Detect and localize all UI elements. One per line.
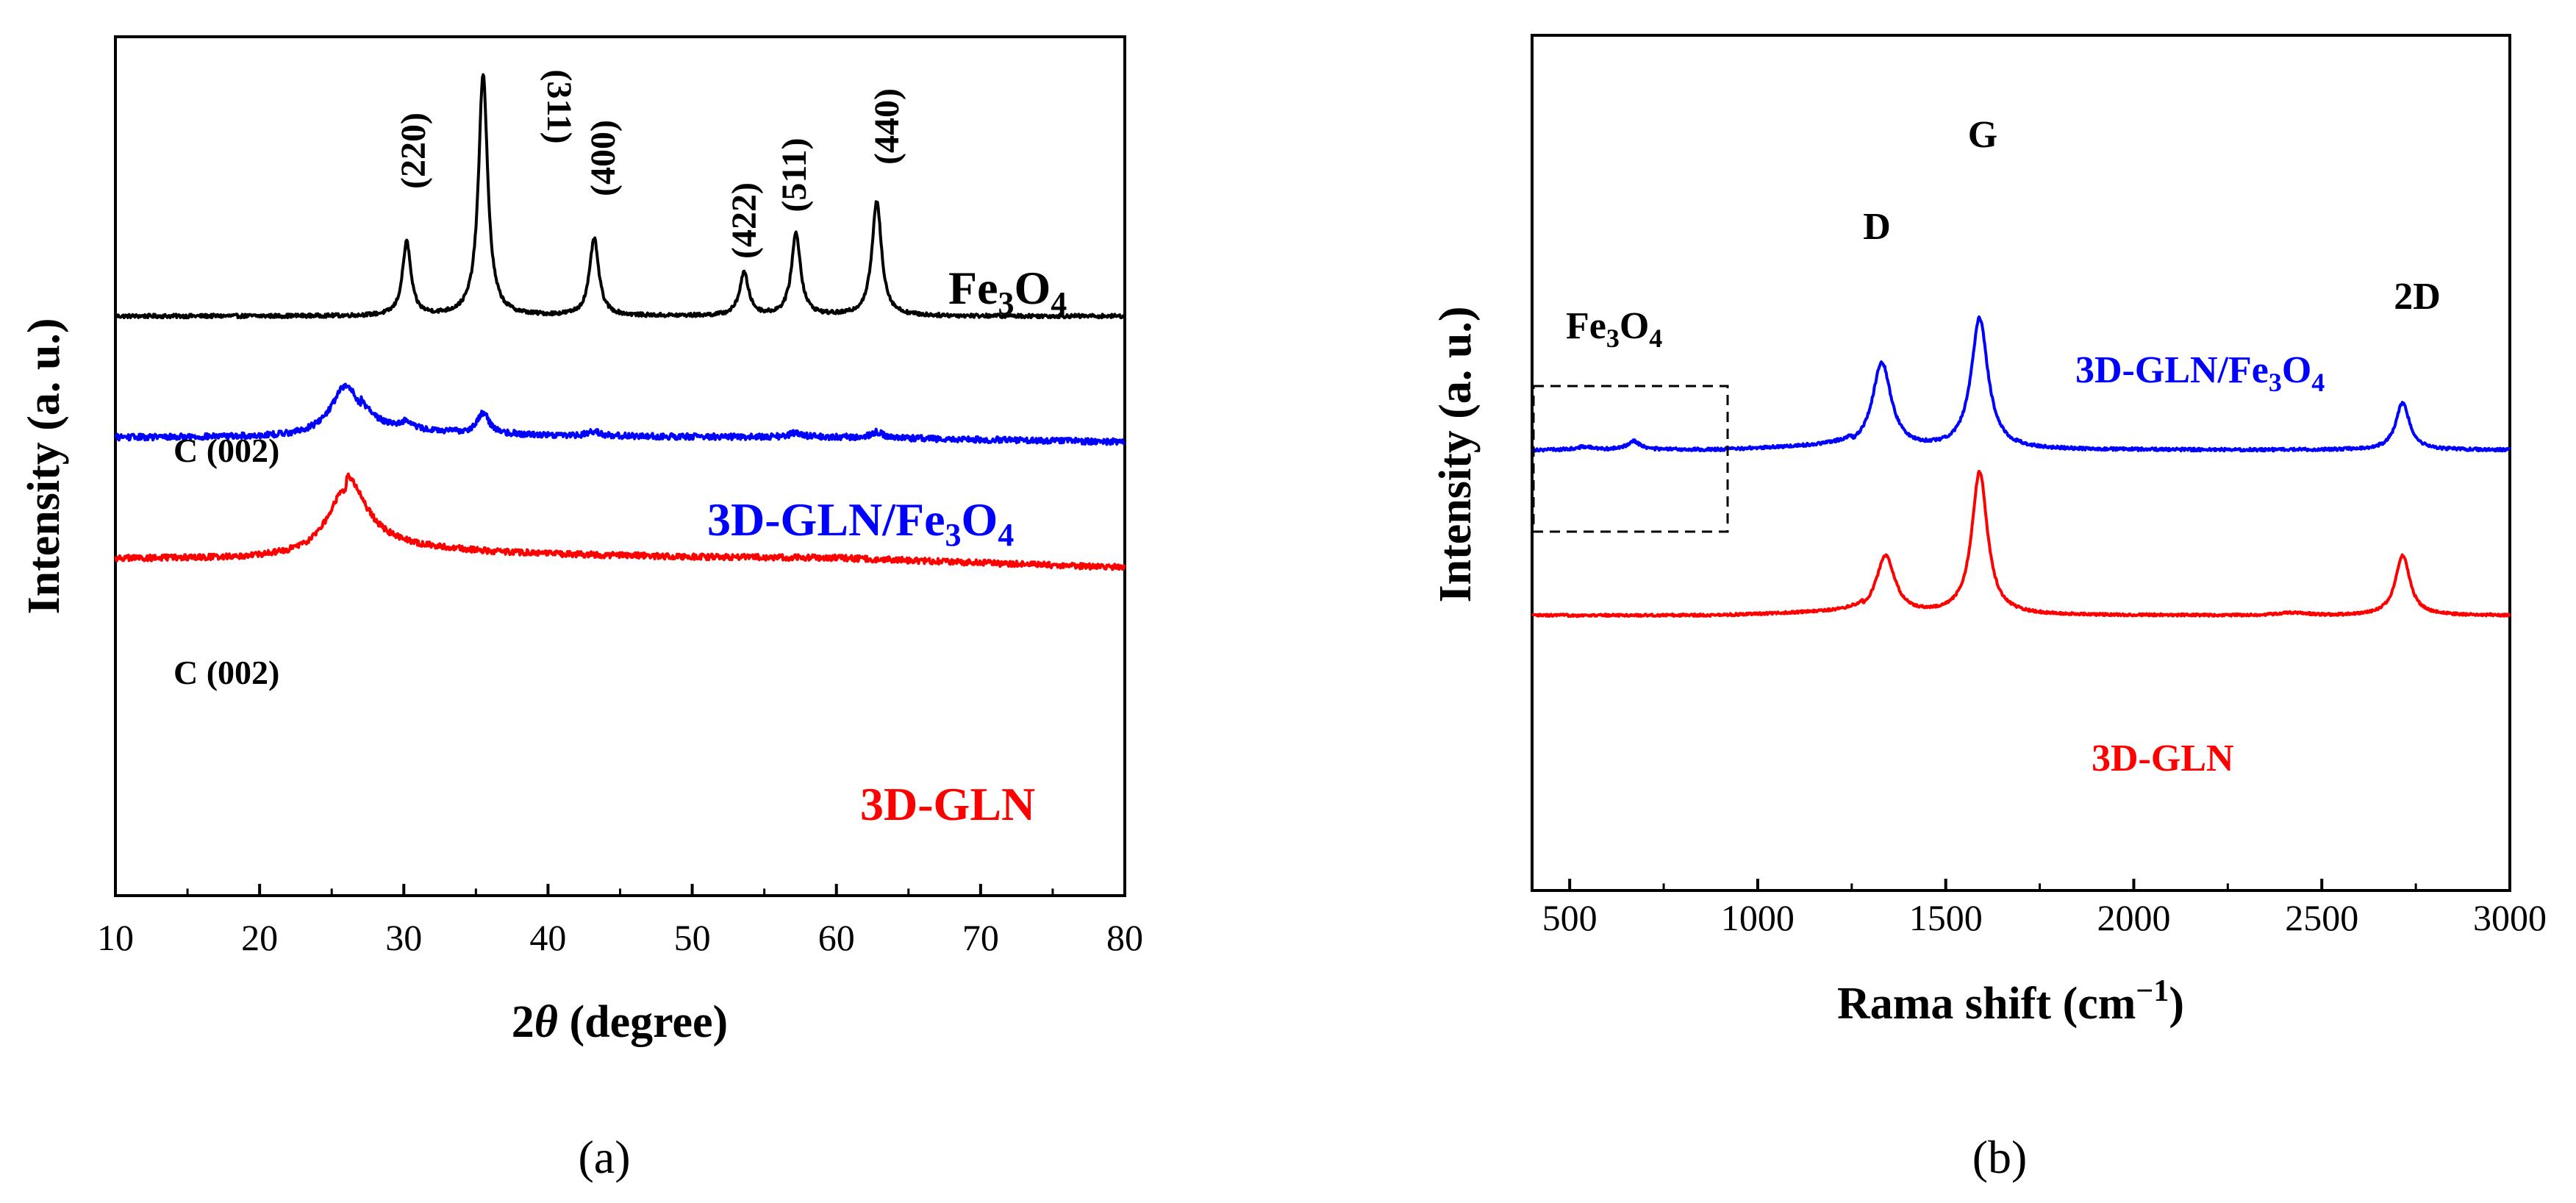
panel-a-miller-440: (440)	[867, 88, 906, 165]
panel-b-band-g: G	[1968, 114, 1997, 156]
x-tick-label: 3000	[2473, 897, 2547, 938]
x-tick-label: 40	[529, 917, 566, 958]
panel-b-ylabel: Intensity (a. u.)	[1431, 306, 1481, 602]
panel-b-band-2d: 2D	[2394, 276, 2441, 318]
x-tick-label: 20	[241, 917, 278, 958]
panel-b-tick-group: 500 1000 1500 2000 2500 3000	[1542, 879, 2547, 938]
panel-b-inset-box	[1532, 385, 1729, 533]
panel-b-band-d: D	[1863, 206, 1891, 248]
panel-b-label-3dgln-fe3o4: 3D-GLN/Fe3O4	[2075, 349, 2325, 397]
panel-a-tick-group: 10 20 30 40 50 60 70 80	[97, 884, 1143, 958]
panel-a-miller-422: (422)	[725, 182, 764, 259]
x-tick-label: 70	[962, 917, 999, 958]
series-line-3d-gln-fe3o4	[1531, 315, 2511, 453]
panel-a-label-3dgln: 3D-GLN	[860, 778, 1035, 830]
panel-a-xlabel-prefix: 2	[512, 997, 534, 1047]
panel-a-ylabel: Intensity (a. u.)	[19, 318, 69, 614]
panel-b-xlabel: Rama shift (cm−1)	[1837, 974, 2184, 1029]
x-tick-label: 50	[674, 917, 711, 958]
panel-a-label-fe3o4: Fe3O4	[948, 262, 1067, 321]
x-tick-label: 60	[818, 917, 855, 958]
panel-b-inset-label: Fe3O4	[1566, 305, 1662, 353]
panel-a-caption: (a)	[578, 1131, 630, 1183]
panel-a-xlabel: 2θ (degree)	[512, 997, 728, 1047]
panel-a-series-group	[114, 73, 1126, 571]
panel-a-xlabel-theta: θ	[534, 997, 558, 1047]
panel-a-annotation-c002-red: C (002)	[173, 654, 279, 691]
x-tick-label: 1000	[1721, 897, 1795, 938]
x-tick-label: 10	[97, 917, 134, 958]
x-tick-label: 1500	[1909, 897, 1983, 938]
panel-b-frame	[1531, 34, 2511, 892]
x-tick-label: 80	[1106, 917, 1143, 958]
x-tick-label: 2500	[2285, 897, 2358, 938]
x-tick-label: 2000	[2097, 897, 2170, 938]
series-line-3d-gln	[1531, 469, 2511, 618]
panel-a-miller-311: (311)	[540, 69, 579, 143]
panel-a: 10 20 30 40 50 60 70 80 Intensity (a. u.) 2θ (d…	[19, 35, 1143, 1183]
series-line-3d-gln	[114, 472, 1126, 571]
panel-b: 500 1000 1500 2000 2500 3000 Intensity (a. u.…	[1431, 34, 2547, 1183]
x-tick-label: 500	[1542, 897, 1598, 938]
panel-b-caption: (b)	[1972, 1131, 2028, 1183]
panel-b-series-group	[1531, 315, 2511, 618]
series-line-3d-gln-fe3o4	[115, 382, 1126, 446]
panel-a-xlabel-rest: (degree)	[558, 997, 728, 1047]
x-tick-label: 30	[385, 917, 422, 958]
panel-a-miller-400: (400)	[584, 120, 623, 196]
panel-a-miller-511: (511)	[775, 138, 814, 212]
series-line-fe3o4	[114, 73, 1126, 320]
panel-a-label-3dgln-fe3o4: 3D-GLN/Fe3O4	[707, 493, 1014, 553]
panel-a-annotation-c002-blue: C (002)	[173, 432, 279, 469]
panel-a-miller-220: (220)	[394, 113, 433, 189]
panel-b-label-3dgln: 3D-GLN	[2092, 738, 2234, 779]
